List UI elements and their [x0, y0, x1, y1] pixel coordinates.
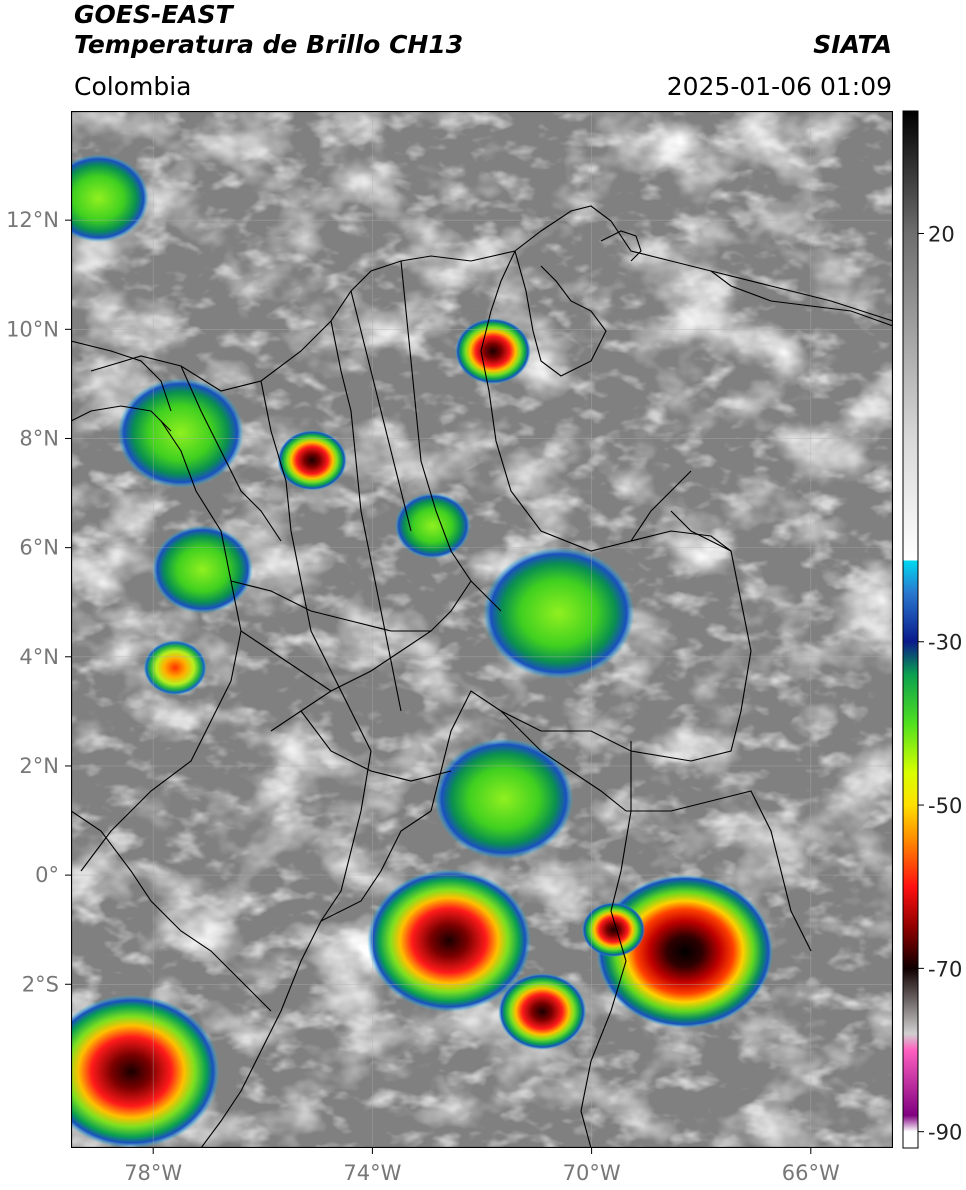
lat-tick-label: 10°N [6, 317, 59, 341]
lat-tick-label: 2°S [22, 972, 59, 996]
colorbar-tick-label: -50 [928, 794, 962, 818]
lat-tick-label: 8°N [19, 426, 59, 450]
colorbar-gradient [902, 110, 919, 1149]
storm-cell-9 [483, 547, 635, 679]
gridlines [71, 111, 893, 1148]
storm-cell-1 [71, 994, 220, 1148]
lat-tick-label: 0° [35, 863, 59, 887]
latitude-axis: 12°N 10°N 8°N 6°N 4°N 2°N 0° 2°S [6, 208, 71, 996]
longitude-axis: 78°W 74°W 70°W 66°W [124, 1148, 840, 1185]
colorbar-tick-label: -70 [928, 957, 962, 981]
lat-tick-label: 2°N [19, 754, 59, 778]
colorbar-tick-label: -30 [928, 631, 962, 655]
storm-cell-11 [152, 525, 253, 614]
lon-tick-label: 78°W [124, 1161, 182, 1185]
map-frame [71, 111, 893, 1148]
colorbar-tick-label: 20 [928, 222, 955, 246]
storm-cell-7 [277, 430, 347, 491]
satellite-map [71, 111, 893, 1148]
storm-cell-8 [143, 640, 207, 696]
colorbar-tick-label: -90 [928, 1121, 962, 1145]
product-title: Temperatura de Brillo CH13 [74, 30, 464, 59]
lon-tick-label: 66°W [782, 1161, 840, 1185]
colorbar: 20 -30 -50 -70 -90 [902, 110, 962, 1149]
lat-tick-label: 6°N [19, 536, 59, 560]
organization-label: SIATA [813, 30, 892, 59]
coastline [71, 230, 893, 552]
lat-tick-label: 12°N [6, 208, 59, 232]
storm-cell-3 [596, 874, 773, 1029]
storm-cell-2 [367, 869, 532, 1012]
storm-cell-12 [434, 738, 574, 859]
political-borders [71, 205, 893, 1148]
storm-cell-6 [455, 318, 531, 385]
storm-cell-10 [117, 378, 244, 488]
storm-cell-14 [394, 492, 471, 559]
satellite-title: GOES-EAST [74, 0, 233, 29]
lon-tick-label: 70°W [563, 1161, 621, 1185]
storm-cell-5 [582, 902, 646, 958]
storm-cell-4 [498, 973, 587, 1050]
storm-cells [71, 154, 773, 1148]
region-label: Colombia [74, 72, 192, 101]
lat-tick-label: 4°N [19, 645, 59, 669]
timestamp-label: 2025-01-06 01:09 [666, 72, 892, 101]
lon-tick-label: 74°W [343, 1161, 401, 1185]
